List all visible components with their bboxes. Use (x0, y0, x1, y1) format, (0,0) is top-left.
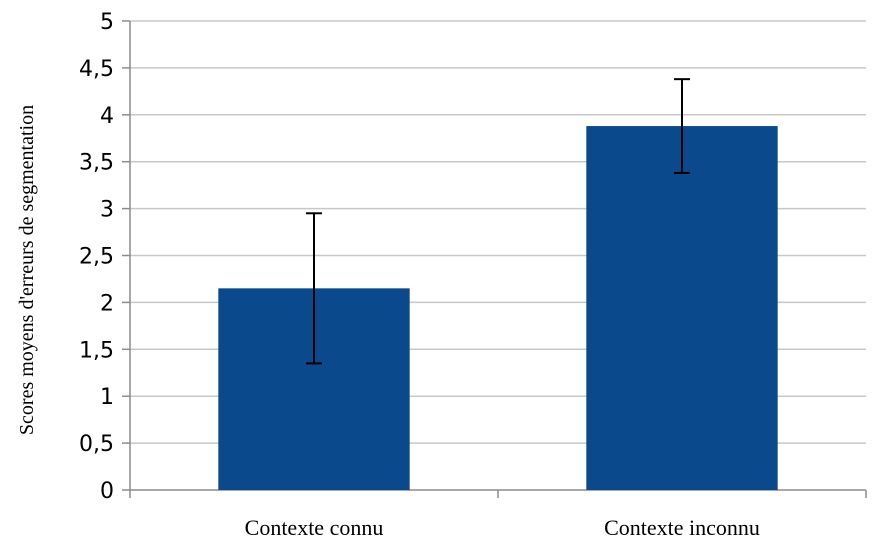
y-tick-label: 2,5 (79, 245, 114, 270)
error-bars (306, 78, 690, 365)
y-tick-label: 0 (100, 479, 114, 504)
y-tick-label: 3,5 (79, 151, 114, 176)
y-tick-label: 3 (100, 198, 114, 223)
bars (218, 126, 778, 490)
y-tick-label: 1 (100, 385, 114, 410)
y-tick-label: 2 (100, 291, 114, 316)
y-tick-label: 0,5 (79, 432, 114, 457)
y-axis-label: Scores moyens d'erreurs de segmentation (16, 105, 38, 435)
x-tick-label: Contexte connu (245, 515, 384, 540)
x-tick-labels: Contexte connu Contexte inconnu (245, 515, 760, 540)
y-tick-label: 4 (100, 104, 114, 129)
bar-2 (586, 126, 778, 490)
y-tick-label: 4,5 (79, 57, 114, 82)
x-tick-label: Contexte inconnu (604, 515, 760, 540)
y-tick-labels: 0 0,5 1 1,5 2 2,5 3 3,5 4 4,5 5 (79, 10, 114, 504)
y-tick-label: 5 (100, 10, 114, 35)
y-tick-label: 1,5 (79, 338, 114, 363)
